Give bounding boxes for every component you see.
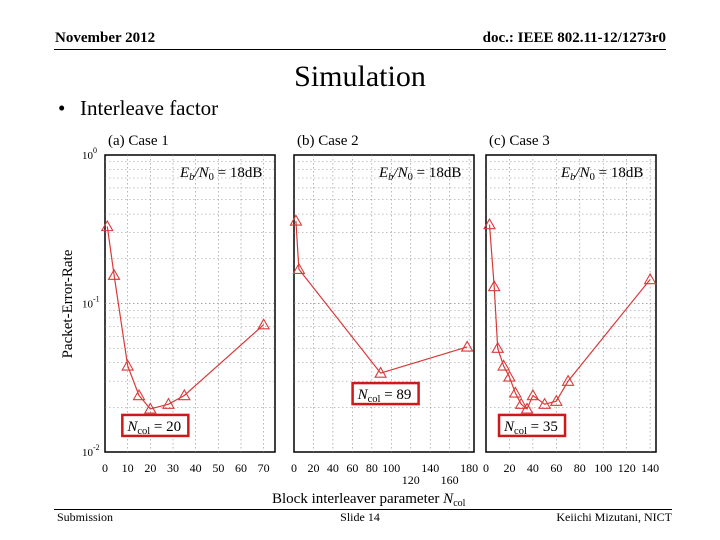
- data-point-marker: [483, 217, 496, 230]
- x-tick-label: 100: [382, 461, 400, 475]
- callout-label: Ncol = 89: [357, 387, 412, 405]
- callout-label: Ncol = 20: [126, 419, 181, 437]
- callout-box: [121, 413, 190, 438]
- x-tick-label: 160: [441, 473, 459, 487]
- x-tick-label: 140: [641, 461, 659, 475]
- panel-annotation: Eb/N0 = 18dB: [378, 165, 461, 183]
- data-point-marker: [257, 318, 271, 330]
- y-tick-label: 10-2: [82, 443, 100, 459]
- x-tick-label: 70: [258, 461, 270, 475]
- x-tick-label: 100: [594, 461, 612, 475]
- y-tick-label: 100: [82, 146, 97, 162]
- data-point-marker: [374, 366, 388, 378]
- data-point-marker: [538, 397, 552, 409]
- callout-box: [351, 381, 420, 406]
- x-tick-label: 0: [291, 461, 297, 475]
- x-tick-label: 40: [190, 461, 202, 475]
- data-point-marker: [503, 370, 516, 382]
- x-tick-label: 60: [550, 461, 562, 475]
- bullet-text: Interleave factor: [80, 96, 219, 120]
- data-point-marker: [526, 388, 540, 401]
- x-axis-label: Block interleaver parameter Ncol: [272, 491, 466, 509]
- x-tick-label: 20: [503, 461, 515, 475]
- data-point-marker: [121, 359, 135, 371]
- x-tick-label: 80: [366, 461, 378, 475]
- x-tick-label: 30: [167, 461, 179, 475]
- data-point-marker: [107, 268, 121, 280]
- data-point-marker: [520, 402, 534, 414]
- panel-annotation: Eb/N0 = 18dB: [179, 165, 262, 183]
- data-point-marker: [143, 402, 157, 414]
- footer-slide-number: Slide 14: [340, 510, 380, 524]
- x-tick-label: 20: [144, 461, 156, 475]
- footer-author: Keiichi Mizutani, NICT: [556, 510, 672, 524]
- x-tick-label: 50: [212, 461, 224, 475]
- bullet-dot-icon: •: [58, 96, 66, 120]
- data-point-marker: [292, 262, 306, 274]
- x-tick-label: 10: [122, 461, 134, 475]
- y-axis-label: Packet-Error-Rate: [60, 249, 76, 358]
- data-point-marker: [100, 219, 114, 232]
- callout-label: Ncol = 35: [503, 419, 558, 437]
- data-point-marker: [497, 359, 511, 371]
- data-point-marker: [162, 397, 175, 409]
- data-point-marker: [549, 394, 563, 406]
- x-tick-label: 20: [307, 461, 319, 475]
- y-tick-label: 10-1: [82, 295, 100, 311]
- header-date: November 2012: [55, 30, 156, 46]
- x-tick-label: 120: [618, 461, 636, 475]
- slide-title: Simulation: [294, 60, 426, 93]
- data-point-marker: [460, 340, 474, 352]
- x-tick-label: 140: [421, 461, 439, 475]
- x-tick-label: 80: [574, 461, 586, 475]
- data-point-marker: [177, 388, 191, 401]
- x-tick-label: 60: [346, 461, 358, 475]
- callout-box: [497, 413, 567, 438]
- series-line: [106, 226, 265, 410]
- x-tick-label: 40: [327, 461, 339, 475]
- data-point-marker: [132, 388, 146, 401]
- x-tick-label: 120: [402, 473, 420, 487]
- x-tick-label: 0: [102, 461, 108, 475]
- header-rule: [54, 49, 666, 50]
- panel-label: (c) Case 3: [489, 133, 550, 149]
- data-point-marker: [487, 279, 501, 292]
- footer-rule: [54, 509, 672, 510]
- bullet-item: • Interleave factor: [58, 96, 218, 121]
- panel-label: (a) Case 1: [108, 133, 169, 149]
- x-tick-label: 180: [460, 461, 478, 475]
- series-line: [488, 224, 651, 410]
- data-point-marker: [491, 341, 505, 353]
- x-tick-label: 40: [527, 461, 539, 475]
- x-tick-label: 60: [235, 461, 247, 475]
- data-point-marker: [508, 386, 522, 398]
- series-line: [295, 220, 468, 374]
- data-point-marker: [643, 272, 657, 285]
- panel-label: (b) Case 2: [297, 133, 359, 149]
- footer-submission: Submission: [57, 510, 114, 524]
- data-point-marker: [289, 214, 303, 226]
- panel-annotation: Eb/N0 = 18dB: [560, 165, 643, 183]
- data-point-marker: [514, 397, 528, 409]
- header-doc-id: doc.: IEEE 802.11-12/1273r0: [482, 30, 666, 46]
- x-tick-label: 0: [483, 461, 489, 475]
- data-point-marker: [561, 374, 575, 386]
